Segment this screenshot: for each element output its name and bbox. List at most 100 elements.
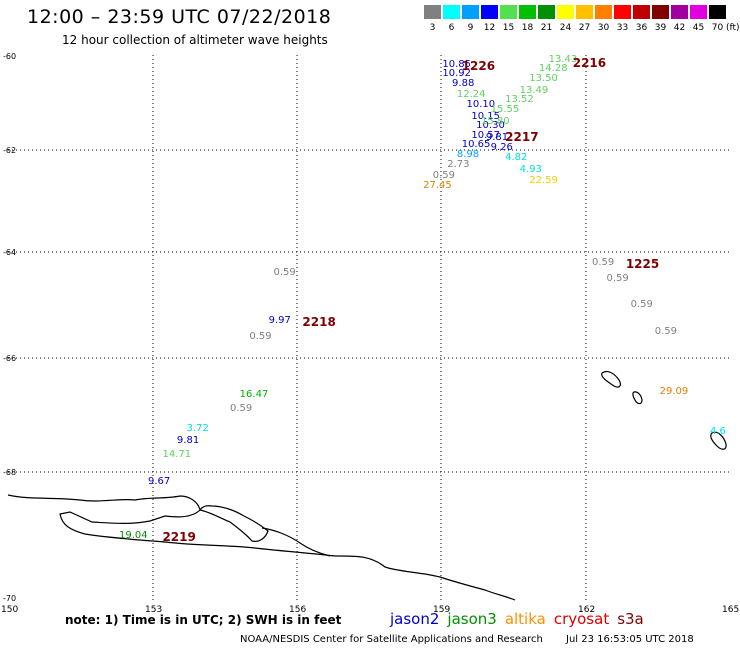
- legend-swatch: [443, 5, 460, 19]
- lon-label-153: 153: [145, 605, 163, 615]
- legend-label: 39: [654, 23, 667, 33]
- wave-height-label: 4.82: [505, 151, 528, 163]
- coastline-peninsula: [261, 527, 331, 557]
- lat-label-64: -64: [3, 248, 17, 257]
- wave-height-label: 9.26: [490, 141, 513, 153]
- wave-height-label: 4.93: [519, 164, 542, 176]
- lat-label-70: -70: [3, 594, 17, 603]
- wave-height-label: 0.59: [630, 299, 653, 310]
- legend-swatch: [690, 5, 707, 19]
- pass-time-label: 1225: [625, 256, 660, 271]
- lon-label-156: 156: [289, 605, 307, 615]
- wave-height-label: 13.43: [548, 53, 578, 65]
- wave-height-label: 9.81: [485, 132, 509, 144]
- pass-time-label: 1226: [461, 58, 496, 73]
- wave-height-label: 19.04: [119, 530, 148, 541]
- map-title: 12:00 – 23:59 UTC 07/22/2018: [27, 6, 332, 28]
- wave-height-label: 16.47: [239, 389, 269, 401]
- legend-label: 42: [673, 23, 686, 33]
- island-1: [601, 370, 621, 388]
- lat-label-68: -68: [3, 468, 17, 477]
- lon-label-159: 159: [433, 605, 451, 615]
- wave-height-label: 0.59: [606, 272, 629, 284]
- wave-height-label: 9.97: [268, 314, 291, 326]
- footer-note: note: 1) Time is in UTC; 2) SWH is in fe…: [65, 613, 342, 627]
- satellite-jason3-label: jason3: [447, 610, 497, 628]
- legend-label: 70: [711, 23, 724, 33]
- wave-height-label: 10.57: [471, 129, 500, 141]
- lon-label-162: 162: [578, 605, 596, 615]
- legend-label: 21: [540, 23, 553, 33]
- legend-label: 33: [616, 23, 629, 33]
- wave-height-label: 15.55: [490, 103, 520, 115]
- legend-label: 12: [483, 23, 496, 33]
- legend-swatch: [538, 5, 555, 19]
- legend-swatch: [557, 5, 574, 19]
- wave-height-label: 10.85: [442, 58, 472, 70]
- legend-swatch: [424, 5, 441, 19]
- wave-height-label: 9.67: [147, 475, 171, 487]
- legend-label: 24: [559, 23, 572, 33]
- wave-height-label: 10.10: [466, 98, 496, 110]
- legend-label: 30: [597, 23, 610, 33]
- legend-swatch: [671, 5, 688, 19]
- wave-height-label: 0.59: [249, 330, 272, 342]
- wave-height-label: 8.98: [456, 149, 480, 161]
- legend-swatch: [614, 5, 631, 19]
- lat-label-62: -62: [3, 146, 17, 155]
- wave-height-label: 27.45: [423, 179, 452, 191]
- wave-height-label: 14.71: [162, 448, 192, 460]
- wave-height-label: 13.52: [505, 94, 534, 106]
- wave-height-label: 13.49: [519, 84, 549, 96]
- wave-height-label: 22.59: [529, 174, 558, 186]
- lon-label-150: 150: [1, 605, 19, 615]
- wave-height-label: 14.28: [538, 63, 568, 75]
- wave-height-label: 0.59: [432, 169, 455, 181]
- coastline-mainland: [7, 494, 516, 601]
- wave-height-label: 10.15: [471, 110, 500, 122]
- wave-height-label: 10.92: [442, 68, 472, 79]
- pass-time-label: 2219: [162, 530, 196, 544]
- legend-label: 6: [448, 23, 455, 33]
- legend-label: 27: [578, 23, 591, 33]
- satellite-legend: jason2 jason3 altika cryosat s3a: [390, 610, 652, 628]
- wave-height-label: 10.30: [476, 120, 505, 132]
- wave-height-label: 15.80: [481, 115, 510, 127]
- island-2: [632, 391, 643, 405]
- wave-height-label: 29.09: [659, 386, 689, 398]
- wave-height-label: 12.24: [456, 89, 486, 101]
- satellite-s3a-label: s3a: [617, 610, 644, 628]
- coastline-inlet: [199, 505, 269, 542]
- lat-label-66: -66: [3, 354, 17, 363]
- wave-height-label: 9.81: [176, 434, 200, 446]
- legend-swatch: [595, 5, 612, 19]
- legend-swatch: [633, 5, 650, 19]
- generated-timestamp: Jul 23 16:53:05 UTC 2018: [566, 634, 694, 645]
- satellite-altika-label: altika: [504, 610, 546, 628]
- pass-time-label: 2216: [572, 56, 607, 71]
- legend-label: 3: [429, 23, 436, 33]
- legend-swatch: [652, 5, 669, 19]
- wave-height-label: 9.88: [452, 77, 475, 89]
- grid-lines: [8, 55, 732, 600]
- legend-swatch: [576, 5, 593, 19]
- wave-height-label: 4.6: [710, 426, 726, 438]
- wave-height-label: 0.59: [230, 403, 253, 415]
- legend-label: 15: [502, 23, 515, 33]
- legend-label: 36: [635, 23, 648, 33]
- legend-label: 45: [692, 23, 705, 33]
- wave-height-label: 2.73: [447, 159, 470, 171]
- wave-height-label: 10.65: [461, 139, 491, 151]
- satellite-cryosat-label: cryosat: [553, 610, 610, 628]
- wave-height-label: 0.59: [654, 325, 678, 337]
- wave-height-label: 13.50: [529, 72, 558, 84]
- legend-swatch: [709, 5, 726, 19]
- legend-swatch: [500, 5, 517, 19]
- legend-swatch: [462, 5, 479, 19]
- pass-time-label: 2217: [505, 129, 539, 144]
- lon-label-165: 165: [722, 605, 740, 615]
- legend-swatch: [519, 5, 536, 19]
- legend-label: 18: [521, 23, 534, 33]
- wave-height-label: 0.59: [592, 256, 615, 268]
